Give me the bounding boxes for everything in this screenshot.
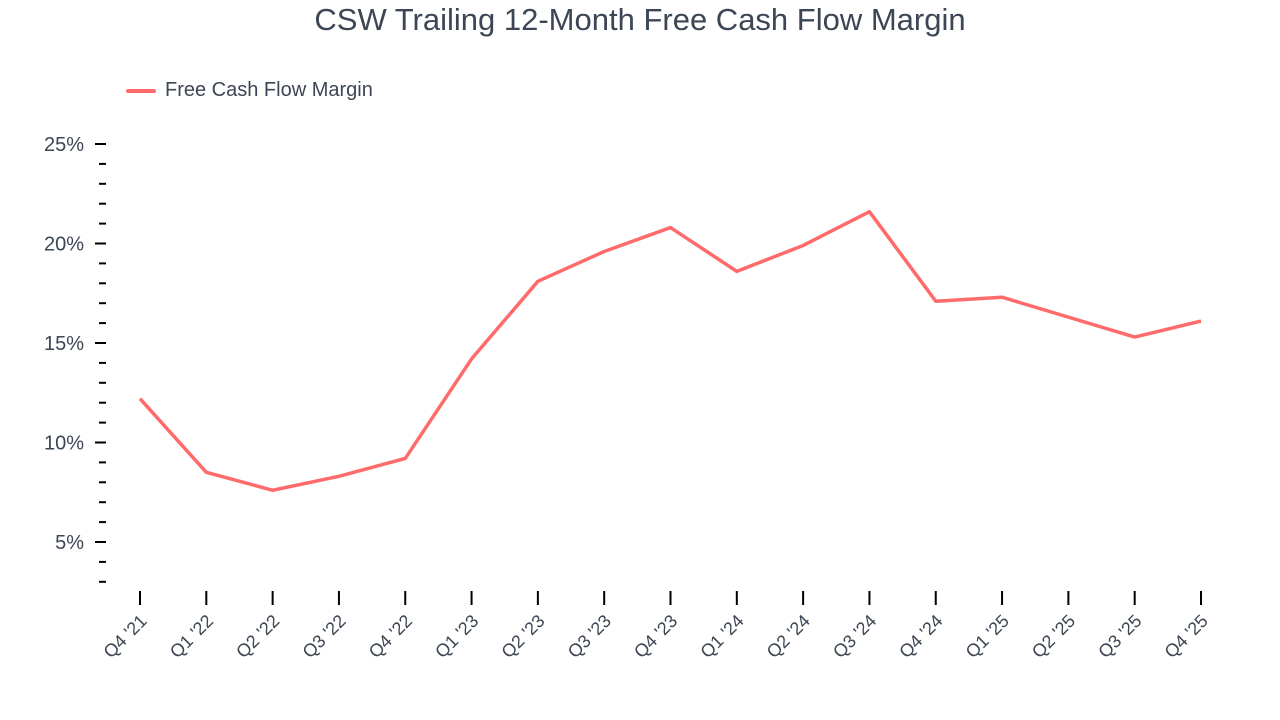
y-tick-label: 10% (44, 433, 84, 455)
legend: Free Cash Flow Margin (126, 79, 373, 102)
chart-title: CSW Trailing 12-Month Free Cash Flow Mar… (314, 2, 966, 37)
legend-line-swatch (126, 88, 156, 93)
x-tick-label: Q1 '22 (166, 611, 217, 662)
x-tick-label: Q3 '24 (829, 611, 880, 662)
x-tick-label: Q3 '22 (299, 611, 350, 662)
x-tick-label: Q4 '21 (100, 611, 151, 662)
y-axis: 5% 10% 15% 20% 25% (44, 134, 106, 583)
x-tick-label: Q4 '24 (895, 611, 946, 662)
x-tick-label: Q1 '25 (962, 611, 1013, 662)
x-tick-label: Q1 '23 (431, 611, 482, 662)
x-tick-label: Q3 '23 (564, 611, 615, 662)
x-tick-label: Q4 '22 (365, 611, 416, 662)
x-tick-label: Q2 '23 (497, 611, 548, 662)
x-tick-label: Q3 '25 (1094, 611, 1145, 662)
y-tick-label: 20% (44, 234, 84, 256)
x-tick-label: Q2 '24 (763, 611, 814, 662)
x-tick-label: Q2 '22 (232, 611, 283, 662)
x-tick-label: Q4 '25 (1161, 611, 1212, 662)
x-tick-label: Q4 '23 (630, 611, 681, 662)
legend-label: Free Cash Flow Margin (165, 79, 373, 101)
x-tick-label: Q2 '25 (1028, 611, 1079, 662)
x-axis: Q4 '21 Q1 '22 Q2 '22 Q3 '22 Q4 '22 Q1 '23 Q2 '… (100, 591, 1212, 662)
x-tick-label: Q1 '24 (696, 611, 747, 662)
series-line (138, 209, 1202, 493)
y-tick-label: 5% (55, 532, 84, 554)
y-tick-label: 15% (44, 333, 84, 355)
y-tick-label: 25% (44, 134, 84, 156)
